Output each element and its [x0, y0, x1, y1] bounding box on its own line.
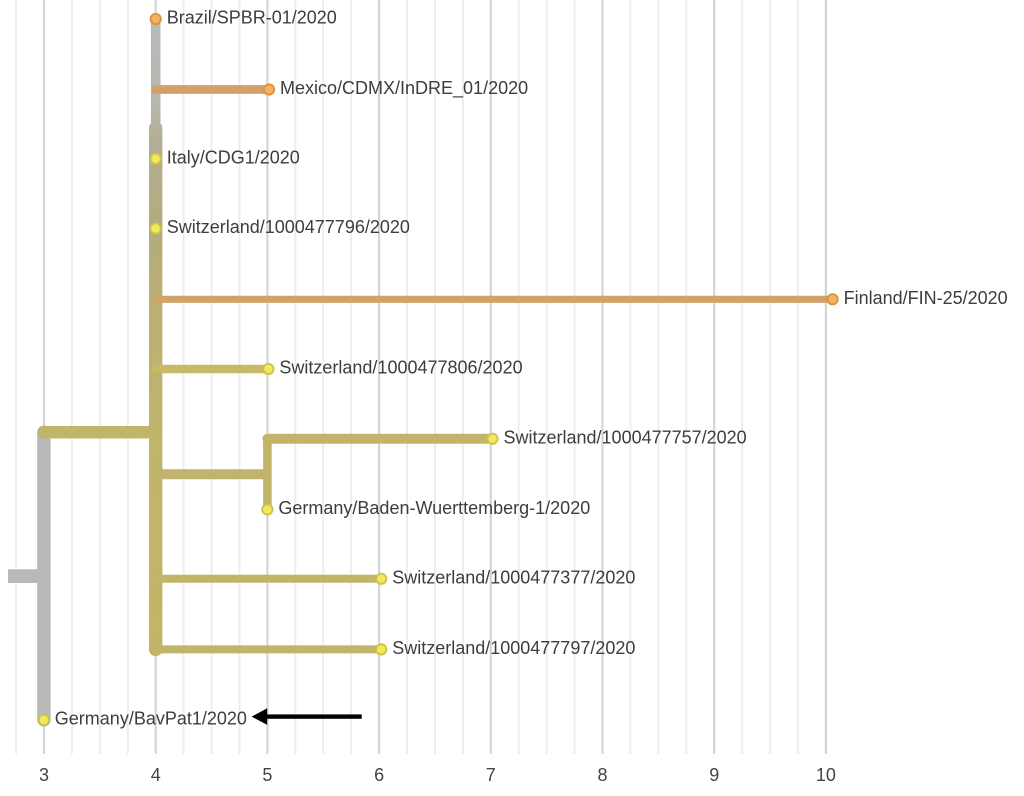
svg-text:10: 10	[816, 765, 836, 785]
svg-text:Switzerland/1000477806/2020: Switzerland/1000477806/2020	[279, 358, 522, 378]
svg-text:Germany/BavPat1/2020: Germany/BavPat1/2020	[55, 709, 247, 729]
svg-text:4: 4	[151, 765, 161, 785]
svg-text:Switzerland/1000477757/2020: Switzerland/1000477757/2020	[504, 427, 747, 447]
svg-text:Italy/CDG1/2020: Italy/CDG1/2020	[167, 147, 300, 167]
svg-text:Mexico/CDMX/InDRE_01/2020: Mexico/CDMX/InDRE_01/2020	[280, 78, 528, 99]
svg-text:9: 9	[709, 765, 719, 785]
svg-text:8: 8	[597, 765, 607, 785]
svg-text:5: 5	[262, 765, 272, 785]
svg-text:Finland/FIN-25/2020: Finland/FIN-25/2020	[844, 288, 1008, 308]
svg-text:Switzerland/1000477377/2020: Switzerland/1000477377/2020	[392, 567, 635, 587]
svg-text:Brazil/SPBR-01/2020: Brazil/SPBR-01/2020	[167, 8, 337, 28]
svg-text:Germany/Baden-Wuerttemberg-1/2: Germany/Baden-Wuerttemberg-1/2020	[278, 498, 590, 518]
svg-text:7: 7	[486, 765, 496, 785]
svg-text:Switzerland/1000477796/2020: Switzerland/1000477796/2020	[167, 217, 410, 237]
svg-text:Switzerland/1000477797/2020: Switzerland/1000477797/2020	[392, 638, 635, 658]
svg-text:3: 3	[39, 765, 49, 785]
svg-text:6: 6	[374, 765, 384, 785]
